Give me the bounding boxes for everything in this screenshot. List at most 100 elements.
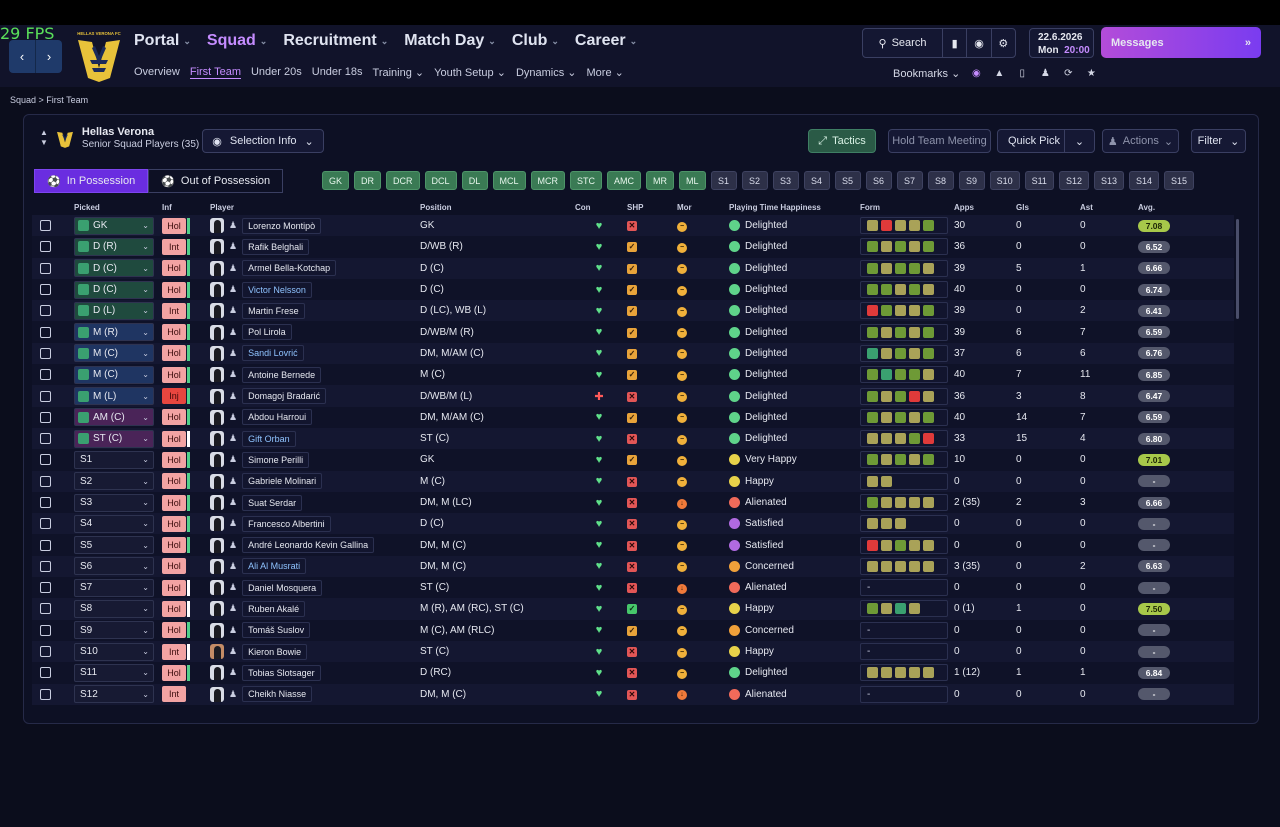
position-button-s13[interactable]: S13 xyxy=(1093,171,1124,190)
selection-info-dropdown[interactable]: ◉ Selection Info ⌄ xyxy=(202,129,324,153)
player-name[interactable]: Pol Lirola xyxy=(242,324,292,341)
nav-recruitment[interactable]: Recruitment ⌄ xyxy=(283,32,388,50)
info-badge[interactable]: Inj xyxy=(162,388,186,405)
picked-dropdown[interactable]: S12 ⌄ xyxy=(74,685,154,704)
select-checkbox[interactable] xyxy=(40,475,51,487)
position-button-s8[interactable]: S8 xyxy=(927,171,954,190)
position-button-s2[interactable]: S2 xyxy=(741,171,768,190)
table-row[interactable]: M (C) ⌄ Hol ♟ Antoine Bernede M (C) ♥ ✓ − … xyxy=(32,364,1234,386)
position-button-amc[interactable]: AMC xyxy=(607,171,642,190)
table-row[interactable]: S1 ⌄ Hol ♟ Simone Perilli GK ♥ ✓ − Very Ha… xyxy=(32,449,1234,471)
search-button[interactable]: ⚲ Search xyxy=(863,29,943,57)
subnav-under-20s[interactable]: Under 20s xyxy=(250,66,302,78)
select-checkbox[interactable] xyxy=(40,582,51,594)
col-picked[interactable]: Picked xyxy=(74,202,100,212)
position-button-s3[interactable]: S3 xyxy=(772,171,799,190)
nav-club[interactable]: Club ⌄ xyxy=(512,32,559,50)
info-badge[interactable]: Hol xyxy=(162,324,186,341)
date-continue[interactable]: 22.6.2026 Mon 20:00 xyxy=(1029,28,1094,58)
picked-dropdown[interactable]: GK ⌄ xyxy=(74,216,154,235)
select-checkbox[interactable] xyxy=(40,284,51,296)
player-name[interactable]: Gift Orban xyxy=(242,430,296,447)
subnav-dynamics[interactable]: Dynamics ⌄ xyxy=(515,67,577,79)
info-badge[interactable]: Hol xyxy=(162,494,186,511)
col-ast[interactable]: Ast xyxy=(1080,202,1093,212)
player-name[interactable]: Gabriele Molinari xyxy=(242,473,323,490)
filter-dropdown[interactable]: Filter ⌄ xyxy=(1191,129,1246,153)
picked-dropdown[interactable]: S1 ⌄ xyxy=(74,450,154,469)
player-name[interactable]: Simone Perilli xyxy=(242,451,310,468)
select-checkbox[interactable] xyxy=(40,433,51,445)
info-badge[interactable]: Hol xyxy=(162,409,186,426)
position-button-stc[interactable]: STC xyxy=(570,171,603,190)
picked-dropdown[interactable]: S11 ⌄ xyxy=(74,663,154,682)
club-crest-icon[interactable]: HELLAS VERONA FC xyxy=(70,28,128,84)
nav-portal[interactable]: Portal ⌄ xyxy=(134,32,191,50)
gear-icon[interactable]: ⚙ xyxy=(998,37,1009,50)
picked-dropdown[interactable]: AM (C) ⌄ xyxy=(74,408,154,427)
up-down-arrows-icon[interactable]: ▲ ▼ xyxy=(40,127,48,147)
forward-arrow-icon[interactable]: › xyxy=(46,49,52,64)
picked-dropdown[interactable]: M (C) ⌄ xyxy=(74,365,154,384)
info-badge[interactable]: Int xyxy=(162,302,186,319)
player-name[interactable]: Martin Frese xyxy=(242,302,305,319)
info-badge[interactable]: Hol xyxy=(162,600,186,617)
position-button-s6[interactable]: S6 xyxy=(865,171,892,190)
subnav-under-18s[interactable]: Under 18s xyxy=(311,66,363,78)
bookmark-icon[interactable]: ▮ xyxy=(943,29,968,57)
table-row[interactable]: GK ⌄ Hol ♟ Lorenzo Montipò GK ♥ ✕ − Deligh… xyxy=(32,215,1234,237)
position-button-dr[interactable]: DR xyxy=(354,171,382,190)
info-badge[interactable]: Hol xyxy=(162,515,186,532)
col-form[interactable]: Form xyxy=(860,202,880,212)
position-button-s11[interactable]: S11 xyxy=(1024,171,1054,190)
table-row[interactable]: S4 ⌄ Hol ♟ Francesco Albertini D (C) ♥ ✕ −… xyxy=(32,513,1234,535)
col-con[interactable]: Con xyxy=(575,202,591,212)
player-name[interactable]: Antoine Bernede xyxy=(242,366,322,383)
position-button-s14[interactable]: S14 xyxy=(1128,171,1159,190)
player-name[interactable]: Cheikh Niasse xyxy=(242,686,313,703)
select-checkbox[interactable] xyxy=(40,347,51,359)
table-row[interactable]: S2 ⌄ Hol ♟ Gabriele Molinari M (C) ♥ ✕ − H… xyxy=(32,470,1234,492)
player-name[interactable]: Abdou Harroui xyxy=(242,409,313,426)
player-name[interactable]: Suat Serdar xyxy=(242,494,303,511)
position-button-dcr[interactable]: DCR xyxy=(386,171,420,190)
select-checkbox[interactable] xyxy=(40,539,51,551)
player-name[interactable]: Ali Al Musrati xyxy=(242,558,307,575)
select-checkbox[interactable] xyxy=(40,220,51,232)
subnav-overview[interactable]: Overview xyxy=(134,66,180,78)
select-checkbox[interactable] xyxy=(40,411,51,423)
player-name[interactable]: Tobias Slotsager xyxy=(242,664,321,681)
col-avg[interactable]: Avg. xyxy=(1138,202,1156,212)
position-button-s10[interactable]: S10 xyxy=(989,171,1020,190)
info-badge[interactable]: Hol xyxy=(162,430,186,447)
tactics-button[interactable]: ⤢ Tactics xyxy=(808,129,876,153)
player-name[interactable]: Ruben Akalé xyxy=(242,600,306,617)
info-badge[interactable]: Hol xyxy=(162,664,186,681)
position-button-mcl[interactable]: MCL xyxy=(492,171,526,190)
nav-squad[interactable]: Squad ⌄ xyxy=(207,32,267,50)
picked-dropdown[interactable]: D (R) ⌄ xyxy=(74,237,154,256)
position-button-s4[interactable]: S4 xyxy=(803,171,830,190)
table-row[interactable]: S12 ⌄ Int ♟ Cheikh Niasse DM, M (C) ♥ ✕ ↓ … xyxy=(32,683,1234,705)
quick-pick-button[interactable]: Quick Pick ⌄ xyxy=(997,129,1095,153)
position-button-s5[interactable]: S5 xyxy=(834,171,861,190)
table-row[interactable]: S9 ⌄ Hol ♟ Tomáš Suslov M (C), AM (RLC) ♥ … xyxy=(32,619,1234,641)
info-badge[interactable]: Hol xyxy=(162,579,186,596)
subnav-first-team[interactable]: First Team xyxy=(189,66,241,79)
col-player[interactable]: Player xyxy=(210,202,235,212)
select-checkbox[interactable] xyxy=(40,326,51,338)
col-apps[interactable]: Apps xyxy=(954,202,974,212)
nav-career[interactable]: Career ⌄ xyxy=(575,32,637,50)
select-checkbox[interactable] xyxy=(40,369,51,381)
table-row[interactable]: S11 ⌄ Hol ♟ Tobias Slotsager D (RC) ♥ ✕ − … xyxy=(32,662,1234,684)
position-button-dl[interactable]: DL xyxy=(461,171,488,190)
player-name[interactable]: Kieron Bowie xyxy=(242,643,308,660)
picked-dropdown[interactable]: D (C) ⌄ xyxy=(74,280,154,299)
position-button-s1[interactable]: S1 xyxy=(710,171,737,190)
subnav-training[interactable]: Training ⌄ xyxy=(372,67,425,79)
player-name[interactable]: Daniel Mosquera xyxy=(242,579,323,596)
select-checkbox[interactable] xyxy=(40,646,51,658)
picked-dropdown[interactable]: M (C) ⌄ xyxy=(74,344,154,363)
table-row[interactable]: D (R) ⌄ Int ♟ Rafik Belghali D/WB (R) ♥ ✓ … xyxy=(32,236,1234,258)
chevron-down-icon[interactable]: ⌄ xyxy=(1064,130,1094,152)
